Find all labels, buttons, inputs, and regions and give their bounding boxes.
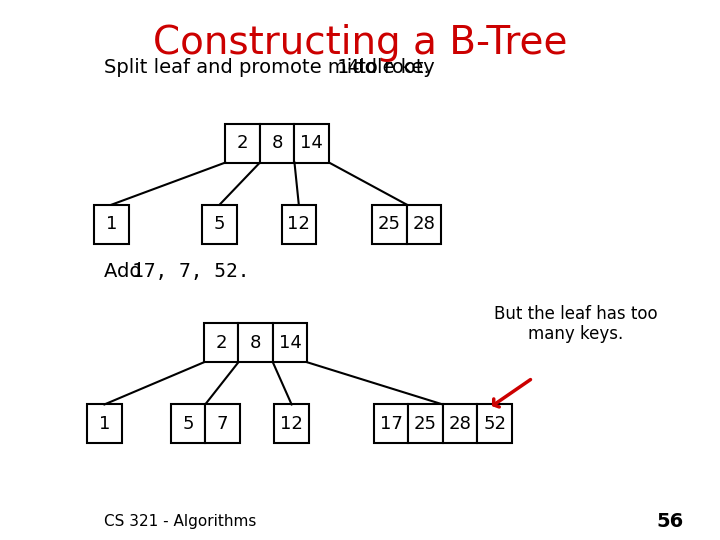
Text: 5: 5	[182, 415, 194, 433]
Text: 17: 17	[379, 415, 402, 433]
Bar	[294, 124, 329, 163]
Bar	[274, 404, 309, 443]
Text: 2: 2	[215, 334, 227, 352]
Bar	[407, 205, 441, 244]
Text: 25: 25	[414, 415, 437, 433]
Bar	[94, 205, 129, 244]
Bar	[171, 404, 205, 443]
Bar	[205, 404, 240, 443]
Text: 28: 28	[413, 215, 436, 233]
Text: 14: 14	[337, 58, 361, 77]
Text: to root.: to root.	[352, 58, 430, 77]
Bar	[238, 323, 273, 362]
Text: 17, 7, 52.: 17, 7, 52.	[132, 261, 249, 281]
Text: 12: 12	[287, 215, 310, 233]
Bar	[374, 404, 408, 443]
Text: Add: Add	[104, 261, 148, 281]
Text: CS 321 - Algorithms: CS 321 - Algorithms	[104, 514, 257, 529]
Text: 2: 2	[237, 134, 248, 152]
Text: 14: 14	[300, 134, 323, 152]
Text: 56: 56	[656, 511, 683, 531]
Text: 1: 1	[106, 215, 117, 233]
Text: 8: 8	[250, 334, 261, 352]
Text: 8: 8	[271, 134, 283, 152]
Text: 25: 25	[378, 215, 401, 233]
Text: 1: 1	[99, 415, 110, 433]
Text: Split leaf and promote middle key: Split leaf and promote middle key	[104, 58, 441, 77]
Bar	[372, 205, 407, 244]
Bar	[202, 205, 237, 244]
Text: 7: 7	[217, 415, 228, 433]
Text: 28: 28	[449, 415, 472, 433]
Text: 12: 12	[280, 415, 303, 433]
Bar	[260, 124, 294, 163]
Text: But the leaf has too
many keys.: But the leaf has too many keys.	[494, 305, 658, 343]
Bar	[87, 404, 122, 443]
Bar	[408, 404, 443, 443]
Text: 14: 14	[279, 334, 302, 352]
Text: Constructing a B-Tree: Constructing a B-Tree	[153, 24, 567, 62]
Bar	[477, 404, 512, 443]
Bar	[273, 323, 307, 362]
Text: 52: 52	[483, 415, 506, 433]
Bar	[282, 205, 316, 244]
Bar	[204, 323, 238, 362]
Bar	[443, 404, 477, 443]
Text: 5: 5	[214, 215, 225, 233]
Bar	[225, 124, 260, 163]
